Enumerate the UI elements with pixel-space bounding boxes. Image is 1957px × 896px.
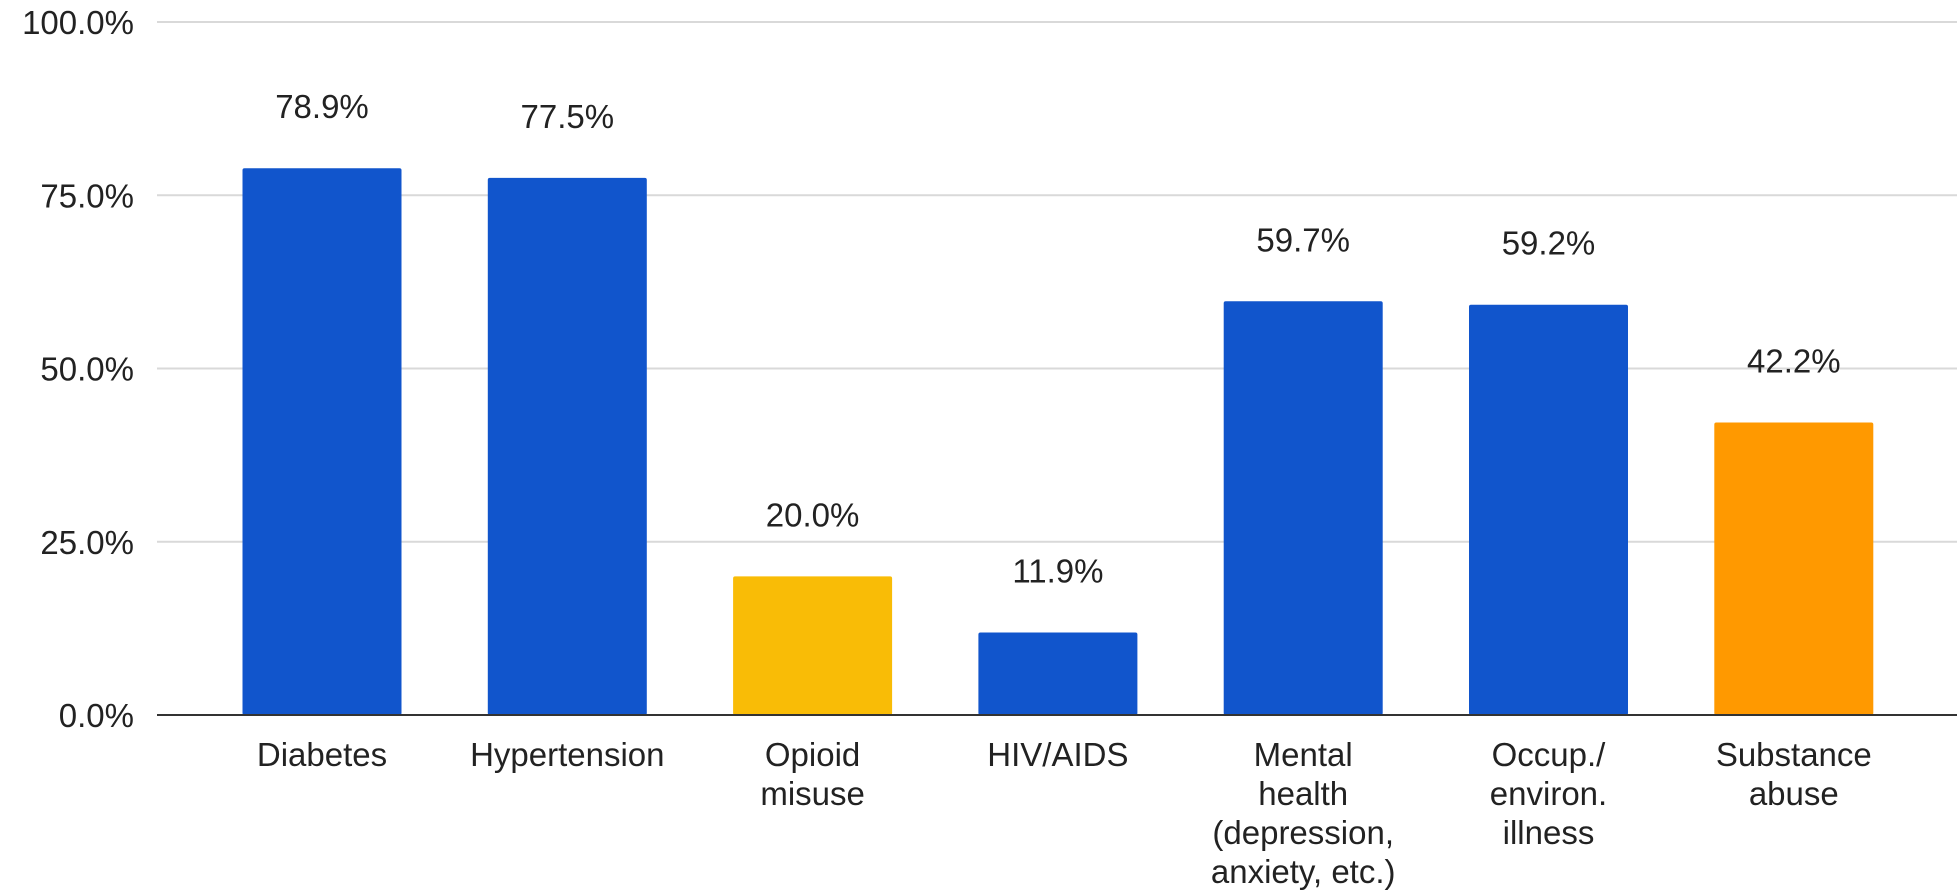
data-label: 42.2% — [1747, 343, 1841, 380]
data-label: 59.2% — [1502, 225, 1596, 262]
gridlines — [157, 21, 1957, 543]
x-tick-label: Occup./environ. illness — [1490, 736, 1607, 851]
bar — [1223, 301, 1383, 715]
x-tick-label: Opioid misuse — [760, 736, 865, 812]
data-label: 77.5% — [521, 98, 615, 135]
data-label: 78.9% — [275, 88, 369, 125]
bar — [1714, 422, 1874, 715]
y-axis-ticks: 0.0% 25.0% 50.0% 75.0% 100.0% — [22, 4, 134, 734]
x-tick-label: Diabetes — [257, 736, 387, 773]
data-label: 20.0% — [766, 496, 860, 533]
bar — [242, 168, 402, 715]
data-label: 11.9% — [1012, 553, 1103, 590]
x-tick-label: Mental health (depression, anxiety, etc.) — [1211, 736, 1396, 890]
bar — [733, 576, 893, 715]
data-labels: 78.9% 77.5% 20.0% 11.9% 59.7% 59.2% 42.2% — [275, 88, 1840, 589]
y-tick-label: 100.0% — [22, 4, 134, 41]
y-tick-label: 0.0% — [59, 697, 134, 734]
bars — [242, 168, 1874, 716]
data-label: 59.7% — [1256, 221, 1350, 258]
x-tick-label: HIV/AIDS — [987, 736, 1128, 773]
bar — [978, 632, 1138, 715]
x-axis-labels: Diabetes Hypertension Opioid misuse HIV/AIDS… — [257, 736, 1872, 890]
y-tick-label: 75.0% — [40, 177, 134, 214]
y-tick-label: 25.0% — [40, 524, 134, 561]
bar — [487, 177, 647, 716]
bar — [1469, 304, 1628, 715]
x-tick-label: Hypertension — [470, 736, 664, 773]
x-tick-label: Substance abuse — [1716, 736, 1872, 812]
y-tick-label: 50.0% — [40, 351, 134, 388]
